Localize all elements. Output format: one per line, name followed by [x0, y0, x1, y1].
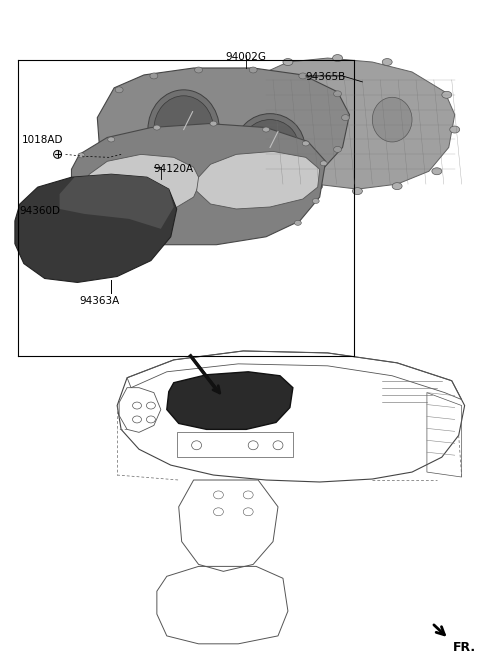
Ellipse shape: [316, 168, 324, 174]
Ellipse shape: [278, 168, 288, 175]
Ellipse shape: [261, 116, 271, 123]
Polygon shape: [197, 151, 320, 209]
Ellipse shape: [241, 120, 299, 175]
Polygon shape: [263, 58, 455, 189]
Ellipse shape: [298, 96, 328, 133]
Ellipse shape: [267, 145, 273, 150]
Text: 94363A: 94363A: [79, 296, 120, 306]
Polygon shape: [84, 154, 201, 214]
Ellipse shape: [148, 90, 219, 170]
Ellipse shape: [115, 87, 123, 93]
Ellipse shape: [263, 141, 273, 148]
Ellipse shape: [312, 198, 319, 204]
Ellipse shape: [342, 115, 349, 121]
Polygon shape: [167, 372, 293, 430]
Ellipse shape: [450, 126, 460, 133]
Text: 94365B: 94365B: [306, 72, 346, 82]
Text: 94002G: 94002G: [226, 52, 267, 62]
Ellipse shape: [154, 96, 214, 164]
Ellipse shape: [292, 87, 334, 142]
Ellipse shape: [263, 127, 270, 132]
Ellipse shape: [249, 67, 257, 73]
Ellipse shape: [194, 67, 203, 73]
Ellipse shape: [334, 147, 342, 152]
Ellipse shape: [210, 121, 217, 126]
Text: FR.: FR.: [453, 641, 476, 654]
Ellipse shape: [294, 220, 301, 225]
Ellipse shape: [392, 183, 402, 190]
Ellipse shape: [352, 188, 362, 194]
Ellipse shape: [313, 183, 323, 190]
Ellipse shape: [108, 137, 115, 142]
Ellipse shape: [432, 168, 442, 175]
Ellipse shape: [372, 97, 412, 142]
Polygon shape: [15, 174, 177, 283]
Text: 94120A: 94120A: [153, 164, 193, 174]
Ellipse shape: [263, 97, 273, 103]
Ellipse shape: [320, 161, 327, 166]
Polygon shape: [72, 124, 325, 244]
Ellipse shape: [180, 127, 187, 133]
Text: 94360D: 94360D: [20, 206, 61, 216]
Ellipse shape: [150, 73, 158, 79]
Ellipse shape: [334, 91, 342, 97]
Ellipse shape: [235, 114, 305, 181]
Ellipse shape: [382, 58, 392, 66]
Ellipse shape: [283, 58, 293, 66]
Ellipse shape: [333, 55, 343, 62]
Polygon shape: [60, 174, 174, 229]
Text: 1018AD: 1018AD: [22, 135, 63, 145]
Ellipse shape: [78, 153, 85, 158]
Ellipse shape: [442, 91, 452, 99]
Ellipse shape: [299, 73, 307, 79]
Ellipse shape: [154, 125, 160, 130]
Polygon shape: [97, 68, 349, 189]
Ellipse shape: [54, 150, 61, 158]
Ellipse shape: [302, 141, 309, 146]
